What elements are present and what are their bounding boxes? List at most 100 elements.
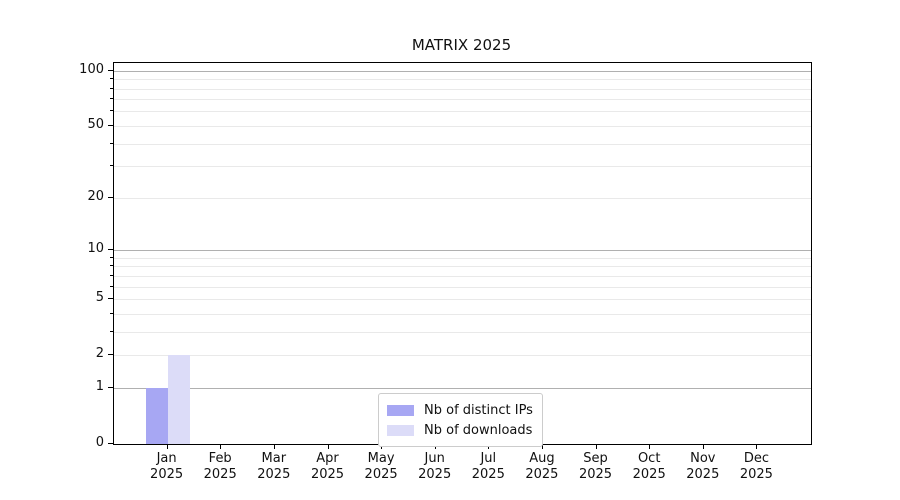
x-tick-Nov [702, 444, 704, 449]
x-tick-year: 2025 [257, 467, 291, 482]
x-tick-month: Jul [480, 451, 497, 466]
x-tick-label-Jun: Jun 2025 [407, 451, 463, 483]
gridline-y-30 [114, 166, 811, 168]
gridline-y-70 [114, 99, 811, 101]
gridline-y-6 [114, 286, 811, 288]
y-minor-tick-6 [110, 285, 113, 287]
y-tick-label-2: 2 [95, 346, 104, 362]
x-tick-Feb [220, 444, 222, 449]
x-tick-year: 2025 [525, 467, 559, 482]
x-tick-label-Mar: Mar 2025 [246, 451, 302, 483]
x-tick-Dec [756, 444, 758, 449]
gridline-y-50 [114, 125, 811, 127]
x-tick-month: May [367, 451, 395, 466]
x-tick-Apr [327, 444, 329, 449]
x-tick-label-Dec: Dec 2025 [728, 451, 784, 483]
x-tick-Aug [541, 444, 543, 449]
x-tick-year: 2025 [686, 467, 720, 482]
x-tick-year: 2025 [632, 467, 666, 482]
x-tick-month: Apr [316, 451, 339, 466]
y-minor-tick-40 [110, 142, 113, 144]
gridline-y-3 [114, 331, 811, 333]
plot-area: Nb of distinct IPs Nb of downloads [113, 62, 812, 447]
gridline-y-5 [114, 299, 811, 300]
legend-swatch [387, 404, 414, 416]
y-tick-10 [108, 249, 113, 250]
gridline-y-100 [114, 70, 811, 72]
x-tick-Jan [166, 444, 168, 449]
y-minor-tick-3 [110, 330, 113, 332]
x-tick-Oct [649, 444, 651, 449]
y-tick-label-0: 0 [95, 435, 104, 450]
x-tick-label-May: May 2025 [353, 451, 409, 483]
x-tick-month: Aug [529, 451, 555, 466]
y-tick-100 [108, 69, 113, 71]
x-tick-label-Feb: Feb 2025 [192, 451, 248, 483]
y-tick-label-1: 1 [95, 378, 104, 394]
x-tick-year: 2025 [578, 467, 613, 482]
x-tick-year: 2025 [739, 467, 773, 482]
x-tick-year: 2025 [364, 467, 398, 482]
x-tick-month: Sep [583, 451, 608, 466]
legend: Nb of distinct IPs Nb of downloads [378, 393, 543, 447]
chart-title: MATRIX 2025 [411, 36, 512, 54]
y-tick-label-50: 50 [87, 116, 104, 132]
legend-swatch [387, 424, 414, 436]
y-minor-tick-80 [110, 87, 113, 89]
y-tick-label-5: 5 [95, 290, 104, 305]
y-tick-label-100: 100 [79, 61, 104, 77]
x-tick-label-Nov: Nov 2025 [675, 451, 731, 483]
gridline-y-7 [114, 275, 811, 277]
x-tick-label-Jul: Jul 2025 [460, 451, 516, 483]
gridline-y-10 [114, 250, 811, 251]
x-tick-year: 2025 [418, 467, 452, 482]
y-minor-tick-30 [110, 165, 113, 167]
x-tick-month: Jan [156, 451, 177, 466]
x-tick-label-Aug: Aug 2025 [514, 451, 570, 483]
x-tick-Sep [595, 444, 597, 449]
gridline-y-9 [114, 257, 811, 259]
gridline-y-90 [114, 79, 811, 81]
y-minor-tick-70 [110, 98, 113, 100]
x-tick-month: Mar [261, 451, 287, 466]
gridline-y-60 [114, 111, 811, 113]
y-tick-2 [108, 354, 113, 356]
y-tick-0 [108, 443, 113, 444]
y-minor-tick-4 [110, 312, 113, 314]
x-tick-month: Nov [690, 451, 716, 466]
y-tick-1 [108, 386, 113, 388]
y-tick-label-20: 20 [87, 188, 104, 204]
y-tick-50 [108, 124, 113, 126]
x-tick-label-Oct: Oct 2025 [621, 451, 677, 483]
y-minor-tick-60 [110, 110, 113, 112]
bar-nb-of-downloads-Jan [167, 355, 190, 444]
legend-label: Nb of downloads [424, 422, 533, 438]
x-tick-year: 2025 [150, 467, 184, 482]
x-tick-month: Dec [743, 451, 769, 466]
legend-item: Nb of distinct IPs [387, 400, 533, 420]
gridline-y-80 [114, 88, 811, 90]
gridline-y-4 [114, 313, 811, 315]
x-tick-label-Sep: Sep 2025 [568, 451, 624, 483]
legend-label: Nb of distinct IPs [424, 402, 533, 418]
x-tick-label-Apr: Apr 2025 [300, 451, 356, 483]
x-tick-month: Feb [208, 451, 232, 466]
y-minor-tick-9 [110, 256, 113, 258]
x-tick-month: Oct [637, 451, 661, 466]
y-minor-tick-7 [110, 274, 113, 276]
y-tick-20 [108, 196, 113, 198]
y-tick-label-10: 10 [87, 241, 104, 256]
x-tick-year: 2025 [471, 467, 505, 482]
legend-item: Nb of downloads [387, 420, 533, 440]
x-tick-year: 2025 [203, 467, 237, 482]
gridline-y-2 [114, 355, 811, 357]
x-tick-month: Jun [424, 451, 445, 466]
x-tick-Mar [273, 444, 275, 449]
y-minor-tick-90 [110, 78, 113, 80]
gridline-y-1 [114, 387, 811, 389]
gridline-y-40 [114, 143, 811, 145]
y-minor-tick-8 [110, 265, 113, 267]
x-tick-year: 2025 [310, 467, 345, 482]
y-tick-5 [108, 298, 113, 299]
